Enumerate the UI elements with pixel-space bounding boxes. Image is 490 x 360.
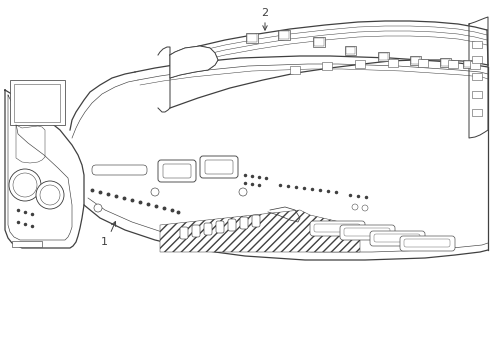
Bar <box>378 52 389 61</box>
FancyBboxPatch shape <box>344 228 390 236</box>
FancyBboxPatch shape <box>205 160 233 174</box>
Circle shape <box>9 169 41 201</box>
Polygon shape <box>170 46 218 78</box>
Bar <box>246 33 258 43</box>
Text: 2: 2 <box>262 8 269 18</box>
FancyBboxPatch shape <box>92 165 147 175</box>
Bar <box>472 41 482 48</box>
Circle shape <box>151 188 159 196</box>
FancyBboxPatch shape <box>204 223 212 235</box>
Bar <box>247 34 257 42</box>
Bar <box>10 80 65 125</box>
Circle shape <box>40 185 60 205</box>
Bar <box>410 56 421 65</box>
Circle shape <box>36 181 64 209</box>
Bar <box>448 60 458 68</box>
Bar <box>470 61 480 69</box>
Bar <box>441 59 450 66</box>
FancyBboxPatch shape <box>180 227 188 239</box>
Polygon shape <box>170 21 488 108</box>
Bar <box>322 62 332 70</box>
Bar <box>14 84 60 122</box>
Circle shape <box>239 188 247 196</box>
Bar <box>355 60 365 68</box>
Bar <box>472 109 482 116</box>
Bar <box>290 66 300 74</box>
Bar <box>472 56 482 63</box>
Bar <box>472 73 482 80</box>
Bar <box>279 31 289 39</box>
Bar <box>313 37 325 47</box>
FancyBboxPatch shape <box>370 231 425 246</box>
Circle shape <box>362 205 368 211</box>
Circle shape <box>13 173 37 197</box>
FancyBboxPatch shape <box>163 164 191 178</box>
FancyBboxPatch shape <box>158 160 196 182</box>
Bar <box>346 47 355 54</box>
Bar <box>12 241 42 247</box>
FancyBboxPatch shape <box>228 219 236 231</box>
FancyBboxPatch shape <box>192 225 200 237</box>
FancyBboxPatch shape <box>200 156 238 178</box>
Polygon shape <box>469 17 488 138</box>
Bar <box>418 59 428 67</box>
Bar <box>440 58 451 67</box>
Bar <box>345 46 356 55</box>
FancyBboxPatch shape <box>374 234 420 242</box>
FancyBboxPatch shape <box>216 221 224 233</box>
FancyBboxPatch shape <box>310 221 365 236</box>
Polygon shape <box>84 56 488 260</box>
Bar <box>411 57 420 64</box>
Bar <box>472 91 482 98</box>
Bar <box>379 53 388 60</box>
FancyBboxPatch shape <box>400 236 455 251</box>
Bar <box>388 59 398 67</box>
Circle shape <box>94 204 102 212</box>
FancyBboxPatch shape <box>252 215 260 227</box>
FancyBboxPatch shape <box>404 239 450 247</box>
FancyBboxPatch shape <box>314 224 360 232</box>
Bar <box>463 60 473 68</box>
Polygon shape <box>160 210 360 252</box>
Bar <box>464 61 472 67</box>
Circle shape <box>352 204 358 210</box>
Bar <box>278 30 290 40</box>
FancyBboxPatch shape <box>240 217 248 229</box>
Text: 1: 1 <box>100 237 107 247</box>
FancyBboxPatch shape <box>340 225 395 240</box>
Polygon shape <box>5 90 84 248</box>
Bar <box>314 38 324 46</box>
